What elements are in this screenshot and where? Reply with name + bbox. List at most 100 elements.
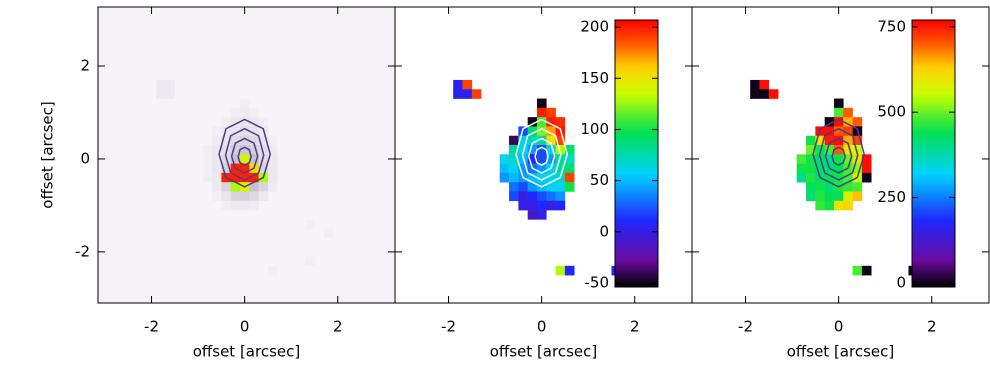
pixel	[546, 135, 556, 146]
pixel	[212, 163, 222, 174]
pixel	[824, 154, 835, 164]
pixel	[833, 117, 844, 127]
pixel	[843, 154, 853, 164]
pixel	[833, 98, 844, 109]
x-axis-label: offset [arcsec]	[490, 343, 597, 361]
pixel	[509, 145, 519, 155]
pixel	[815, 135, 825, 146]
pixel	[165, 89, 176, 99]
pixel	[536, 172, 547, 183]
pixel	[852, 163, 863, 174]
pixel	[536, 117, 547, 127]
pixel	[546, 154, 556, 164]
contour	[237, 146, 252, 166]
pixel	[509, 191, 519, 202]
pixel	[239, 117, 250, 127]
pixel	[536, 210, 547, 220]
pixel	[546, 191, 556, 202]
x-tick-label: -2	[144, 318, 159, 336]
pixel	[230, 117, 241, 127]
pixel	[267, 172, 278, 183]
x-axis-label: offset [arcsec]	[787, 343, 894, 361]
pixel	[230, 154, 241, 164]
pixel	[536, 98, 547, 109]
image	[750, 79, 919, 276]
pixel	[221, 182, 231, 192]
pixel	[843, 145, 853, 155]
pixel	[323, 228, 334, 239]
x-tick-label: 2	[333, 318, 343, 336]
pixel	[833, 172, 844, 183]
pixel	[833, 107, 844, 118]
pixel	[202, 163, 213, 174]
pixel	[221, 126, 231, 137]
pixel	[230, 172, 241, 183]
colorbar-tick-label: -50	[585, 273, 610, 291]
pixel	[518, 200, 528, 211]
pixel	[536, 191, 547, 202]
pixel	[555, 200, 566, 211]
pixel	[509, 172, 519, 183]
pixel	[509, 182, 519, 192]
pixel	[230, 126, 241, 137]
pixel	[843, 107, 853, 118]
pixel	[471, 89, 482, 99]
pixel	[852, 154, 863, 164]
pixel	[499, 163, 510, 174]
pixel	[518, 182, 528, 192]
pixel	[546, 200, 556, 211]
pixel	[221, 191, 231, 202]
contour	[218, 118, 272, 188]
pixel	[824, 200, 835, 211]
pixel	[546, 172, 556, 183]
pixel	[156, 79, 166, 90]
pixel	[833, 145, 844, 155]
pixel	[759, 89, 770, 99]
pixel	[221, 200, 231, 211]
pixel	[806, 182, 816, 192]
pixel	[796, 163, 807, 174]
pixel	[833, 126, 844, 137]
pixel	[536, 145, 547, 155]
pixel	[555, 145, 566, 155]
pixel	[824, 135, 835, 146]
pixel	[555, 182, 566, 192]
pixel	[564, 182, 575, 192]
pixel	[852, 191, 863, 202]
pixel	[165, 79, 176, 90]
pixel	[249, 117, 259, 127]
colorbar-tick-label: 100	[580, 120, 609, 138]
pixel	[546, 182, 556, 192]
pixel	[249, 200, 259, 211]
pixel	[852, 145, 863, 155]
pixel	[768, 89, 779, 99]
pixel	[750, 89, 760, 99]
colorbar-tick-label: 750	[877, 17, 906, 35]
pixel	[824, 126, 835, 137]
pixel	[202, 154, 213, 164]
pixel	[750, 79, 760, 90]
pixel	[239, 107, 250, 118]
pixel	[239, 126, 250, 137]
colorbar	[614, 19, 659, 288]
pixel	[267, 163, 278, 174]
pixel	[453, 79, 463, 90]
pixel	[527, 172, 538, 183]
pixel	[815, 182, 825, 192]
pixel	[833, 191, 844, 202]
panel: -2 0 2 offset [arcsec] 0 250 500 750	[691, 6, 990, 361]
pixel	[759, 79, 770, 90]
pixel	[546, 107, 556, 118]
axes-frame	[691, 6, 990, 304]
contour	[230, 137, 259, 174]
pixel	[824, 145, 835, 155]
pixel	[202, 172, 213, 183]
y-tick-label: -2	[75, 242, 90, 260]
pixel	[555, 265, 566, 276]
pixel	[861, 172, 872, 183]
pixel	[843, 117, 853, 127]
pixel	[258, 191, 269, 202]
x-tick-label: -2	[441, 318, 456, 336]
pixel	[815, 200, 825, 211]
pixel	[806, 191, 816, 202]
